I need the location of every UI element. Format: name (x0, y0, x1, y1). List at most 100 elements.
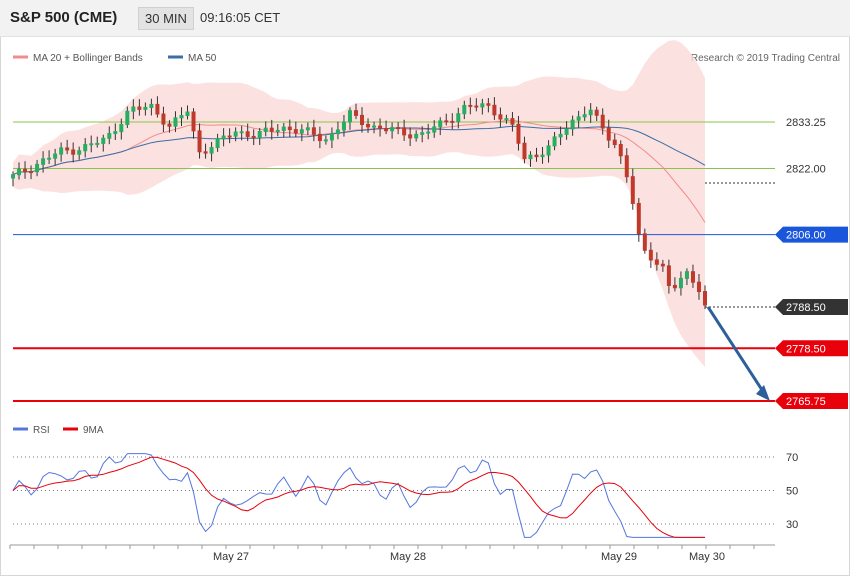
candle-body (546, 145, 551, 156)
candle-body (167, 123, 172, 127)
candle-body (450, 120, 455, 123)
pivot-label: 2806.00 (786, 230, 826, 242)
rsi-tick-label: 70 (786, 452, 798, 464)
forecast-arrow-head (756, 385, 770, 401)
candle-body (209, 147, 214, 154)
candle-body (251, 135, 256, 139)
candle-body (480, 103, 485, 108)
candle-body (221, 135, 226, 140)
time-axis: May 27 May 28 May 29 May 30 (9, 544, 775, 563)
candle-body (534, 154, 539, 158)
candle-body (71, 149, 76, 155)
candle-body (179, 115, 184, 119)
ma50-line (12, 125, 706, 176)
candle-body (570, 119, 575, 130)
candle-body (185, 111, 190, 117)
candle-body (576, 116, 581, 121)
candle-body (703, 291, 707, 306)
candle-body (582, 114, 587, 118)
candle-body (263, 127, 268, 133)
candle-body (594, 109, 599, 116)
candle-body (227, 135, 232, 138)
candle-body (408, 134, 413, 139)
candle-body (83, 143, 88, 152)
candle-body (311, 127, 316, 135)
candle-body (666, 265, 671, 286)
candle-body (552, 136, 557, 147)
candle-body (468, 104, 473, 107)
candle-body (414, 133, 419, 139)
candle-body (299, 129, 304, 134)
candle-body (281, 126, 286, 131)
candle-body (426, 131, 431, 134)
candle-body (149, 103, 154, 108)
candle-body (678, 277, 683, 289)
candle-body (161, 113, 166, 125)
candle-body (59, 147, 64, 155)
last-price-label: 2788.50 (786, 302, 826, 314)
candle-body (528, 154, 533, 160)
rsi-tick-label: 50 (786, 486, 798, 498)
candle-body (347, 110, 352, 123)
bollinger-legend-label: MA 20 + Bollinger Bands (33, 53, 143, 64)
candle-body (384, 128, 389, 132)
candle-body (672, 284, 677, 289)
candle-body (101, 137, 106, 144)
time-axis-label: May 28 (390, 551, 426, 563)
candle-body (558, 133, 563, 138)
rsi-tick-label: 30 (786, 519, 798, 531)
candle-body (77, 150, 82, 155)
candle-body (95, 142, 100, 145)
candle-body (390, 127, 395, 132)
candle-body (498, 114, 503, 120)
candle-body (684, 271, 689, 279)
candle-body (335, 129, 340, 135)
timeframe-button[interactable]: 30 MIN (138, 7, 194, 30)
price-plot: 2833.25 2822.00 2806.00 2788.50 2778.50 2765.… (11, 40, 848, 409)
candle-body (456, 113, 461, 123)
candle-body (474, 105, 479, 108)
time-axis-label: May 29 (601, 551, 637, 563)
candle-body (65, 147, 70, 151)
candle-body (624, 155, 629, 178)
rsi-legend-label: RSI (33, 425, 50, 436)
support-label: 2778.50 (786, 343, 826, 355)
candle-body (660, 263, 665, 267)
candle-body (107, 133, 112, 139)
candle-body (53, 153, 58, 159)
candle-body (372, 125, 377, 128)
rsi-ma-line (12, 456, 705, 538)
candle-body (378, 125, 383, 130)
support-tag (775, 340, 848, 357)
candle-body (462, 104, 467, 115)
support-tag (775, 393, 848, 409)
candle-body (366, 123, 371, 128)
candle-body (233, 131, 238, 137)
candle-body (618, 144, 623, 157)
candle-body (402, 127, 407, 136)
candle-body (438, 120, 443, 128)
forecast-arrow-line (706, 306, 766, 394)
timestamp: 09:16:05 CET (200, 10, 281, 25)
candle-body (89, 143, 94, 146)
time-axis-label: May 27 (213, 551, 249, 563)
candle-body (696, 281, 701, 293)
candle-body (642, 233, 647, 251)
candle-body (504, 118, 509, 121)
candle-body (341, 121, 346, 131)
rsi-line (12, 453, 705, 538)
candle-body (329, 133, 334, 141)
candle-body (323, 139, 328, 142)
candle-body (630, 176, 635, 204)
candle-body (29, 171, 34, 174)
candle-body (690, 271, 695, 283)
candle-body (606, 127, 611, 141)
candle-body (131, 106, 136, 112)
candle-body (197, 130, 202, 153)
candle-body (287, 126, 292, 131)
candle-body (600, 114, 605, 129)
chart-title: S&P 500 (CME) (10, 9, 118, 26)
candle-body (636, 202, 641, 235)
candle-body (654, 259, 659, 265)
